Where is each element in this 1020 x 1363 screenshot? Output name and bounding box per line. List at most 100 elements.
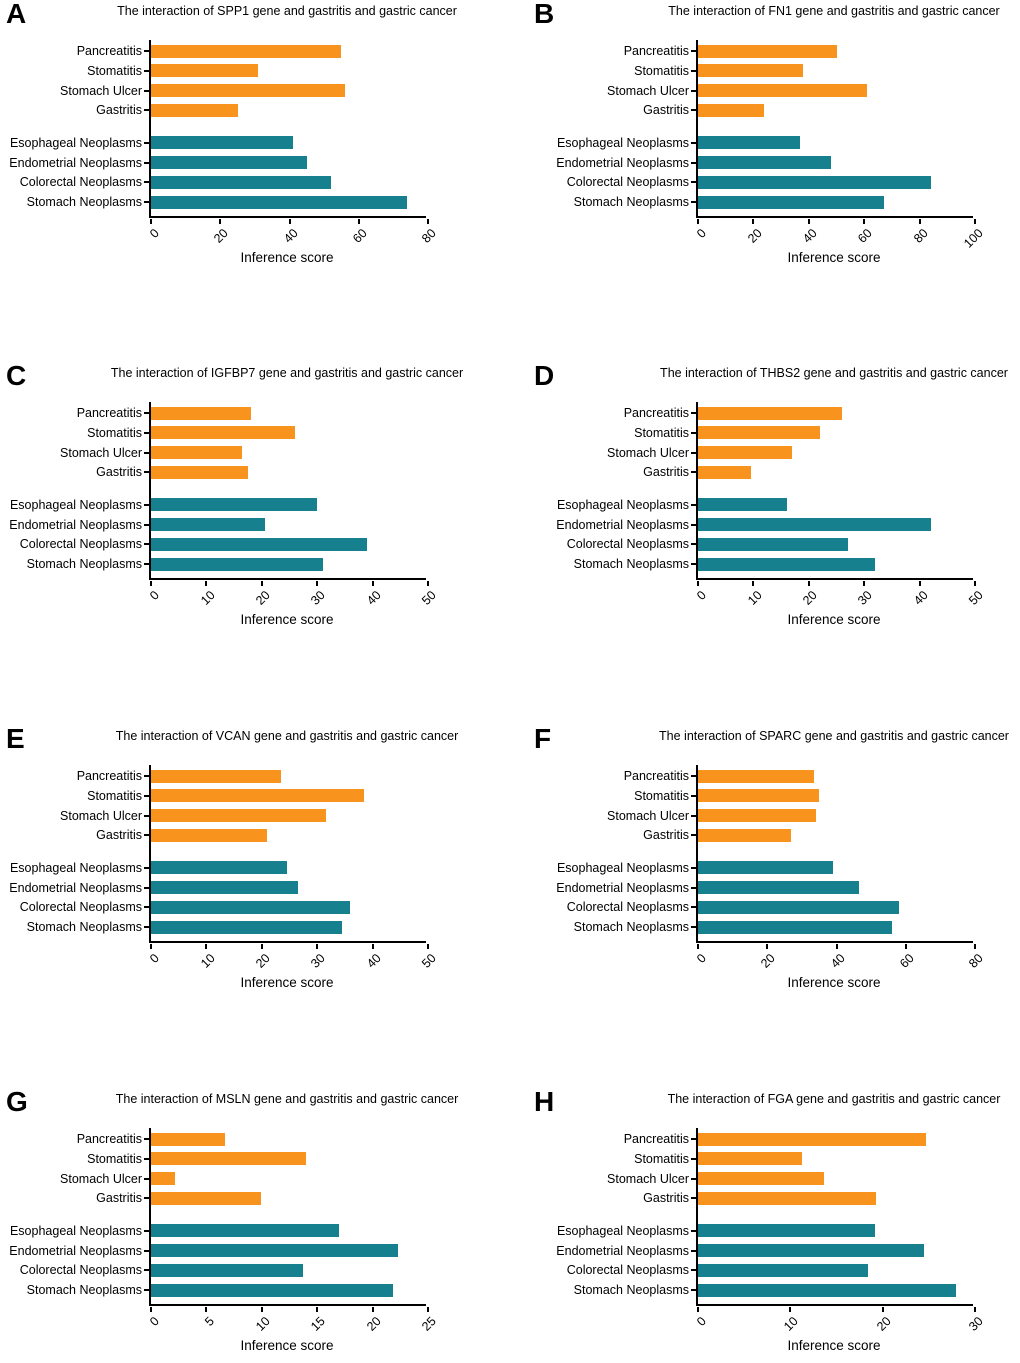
category-label-colorectal-neoplasms: Colorectal Neoplasms <box>566 1263 689 1278</box>
x-tick <box>371 1306 374 1312</box>
x-axis-ticks: 0 10 20 30 40 50 <box>147 941 439 997</box>
category-label-endometrial-neoplasms: Endometrial Neoplasms <box>556 880 689 895</box>
y-tick <box>143 1197 149 1200</box>
y-tick <box>143 201 149 204</box>
x-tick <box>427 1306 429 1312</box>
y-tick <box>690 814 696 817</box>
y-tick <box>143 866 149 869</box>
bar-pancreatitis <box>151 769 282 783</box>
y-tick <box>143 1138 149 1140</box>
y-tick <box>690 141 696 144</box>
x-tick-label: 50 <box>966 588 986 608</box>
y-tick <box>143 1229 149 1232</box>
bar-colorectal-neoplasms <box>698 537 848 551</box>
bar-stomatitis <box>151 426 296 440</box>
bar-stomach-neoplasms <box>698 195 884 209</box>
y-tick <box>690 1177 696 1180</box>
y-tick <box>143 451 149 454</box>
x-axis-label: Inference score <box>787 975 881 990</box>
y-tick <box>690 69 696 72</box>
y-tick <box>690 1229 696 1232</box>
x-axis-label: Inference score <box>787 250 881 265</box>
chart-panel-c: C The interaction of IGFBP7 gene and gas… <box>0 360 510 725</box>
plot-area: 0 10 20 30 40 50 Pancreatitis Stomatitis Stomac… <box>9 402 439 608</box>
category-label-colorectal-neoplasms: Colorectal Neoplasms <box>566 175 689 190</box>
y-tick <box>690 866 696 869</box>
panel-letter: A <box>6 0 27 29</box>
category-label-gastritis: Gastritis <box>96 103 142 118</box>
category-label-stomach-neoplasms: Stomach Neoplasms <box>26 557 142 572</box>
category-label-stomach-neoplasms: Stomach Neoplasms <box>26 195 142 210</box>
y-tick <box>690 834 696 837</box>
x-axis-ticks: 0 10 20 30 40 50 <box>147 578 439 634</box>
category-label-gastritis: Gastritis <box>643 1191 689 1206</box>
category-label-gastritis: Gastritis <box>96 828 142 843</box>
x-tick-label: 20 <box>873 1314 894 1334</box>
category-label-endometrial-neoplasms: Endometrial Neoplasms <box>9 1243 142 1258</box>
x-tick <box>752 218 755 224</box>
category-label-colorectal-neoplasms: Colorectal Neoplasms <box>19 900 142 915</box>
bar-esophageal-neoplasms <box>151 498 318 512</box>
x-tick-label: 50 <box>419 951 439 971</box>
x-axis-label: Inference score <box>787 612 881 627</box>
category-label-pancreatitis: Pancreatitis <box>623 769 689 783</box>
x-axis-ticks: 0 20 40 60 80 100 <box>694 216 986 272</box>
x-tick-label: 5 <box>202 1314 218 1329</box>
bar-esophageal-neoplasms <box>698 1224 876 1238</box>
y-tick <box>690 503 696 506</box>
x-tick <box>219 218 222 224</box>
x-tick-label: 30 <box>308 951 329 971</box>
panel-title: The interaction of SPARC gene and gastri… <box>659 729 1009 743</box>
panel-letter: B <box>534 0 555 29</box>
bar-colorectal-neoplasms <box>151 900 351 914</box>
y-tick <box>690 50 696 52</box>
x-tick-label: 80 <box>910 226 931 246</box>
x-tick-label: 0 <box>147 1314 162 1329</box>
x-tick-label: 60 <box>349 226 370 246</box>
y-tick <box>690 109 696 112</box>
panel-letter: F <box>534 723 552 754</box>
y-tick <box>143 109 149 112</box>
panel-title: The interaction of MSLN gene and gastrit… <box>115 1092 459 1106</box>
x-tick-label: 20 <box>363 1314 384 1334</box>
x-tick <box>371 580 374 586</box>
bar-stomach-neoplasms <box>151 195 408 209</box>
y-tick <box>143 141 149 144</box>
bar-gastritis <box>151 828 268 842</box>
chart-panel-d: D The interaction of THBS2 gene and gast… <box>510 360 1020 725</box>
chart-panel-h: H The interaction of FGA gene and gastri… <box>510 1086 1020 1363</box>
x-tick-label: 10 <box>252 1314 273 1334</box>
chart-panel-e: E The interaction of VCAN gene and gastr… <box>0 723 510 1088</box>
x-tick <box>863 580 866 586</box>
category-label-stomatitis: Stomatitis <box>634 1151 689 1166</box>
x-tick <box>881 1306 884 1312</box>
plot-area: 0 20 40 60 80 100 Pancreatitis Stomatitis Stoma… <box>556 40 986 251</box>
x-tick <box>974 580 976 586</box>
x-tick <box>863 218 866 224</box>
bar-stomach-ulcer <box>151 809 326 823</box>
x-tick-label: 20 <box>799 588 820 608</box>
bar-stomach-ulcer <box>151 446 243 460</box>
category-label-stomach-ulcer: Stomach Ulcer <box>60 83 142 98</box>
bar-endometrial-neoplasms <box>698 881 859 894</box>
x-tick-label: 40 <box>363 588 384 608</box>
bar-gastritis <box>698 103 765 117</box>
y-tick <box>143 1289 149 1292</box>
y-tick <box>143 69 149 72</box>
x-tick-label: 0 <box>147 588 162 603</box>
x-axis-label: Inference score <box>240 975 334 990</box>
category-label-pancreatitis: Pancreatitis <box>76 406 142 420</box>
bar-stomach-neoplasms <box>151 1283 393 1297</box>
category-label-esophageal-neoplasms: Esophageal Neoplasms <box>9 497 142 512</box>
y-tick <box>690 451 696 454</box>
category-label-stomatitis: Stomatitis <box>87 788 142 803</box>
category-label-pancreatitis: Pancreatitis <box>76 769 142 783</box>
bar-esophageal-neoplasms <box>698 136 801 150</box>
plot-area: 0 20 40 60 80 Pancreatitis Stomatitis Stomach … <box>556 765 986 971</box>
category-label-esophageal-neoplasms: Esophageal Neoplasms <box>556 1223 689 1238</box>
y-tick <box>143 1177 149 1180</box>
x-tick <box>427 218 429 224</box>
panel-letter: D <box>534 360 555 391</box>
category-label-stomach-ulcer: Stomach Ulcer <box>607 1171 689 1186</box>
category-label-colorectal-neoplasms: Colorectal Neoplasms <box>566 537 689 552</box>
